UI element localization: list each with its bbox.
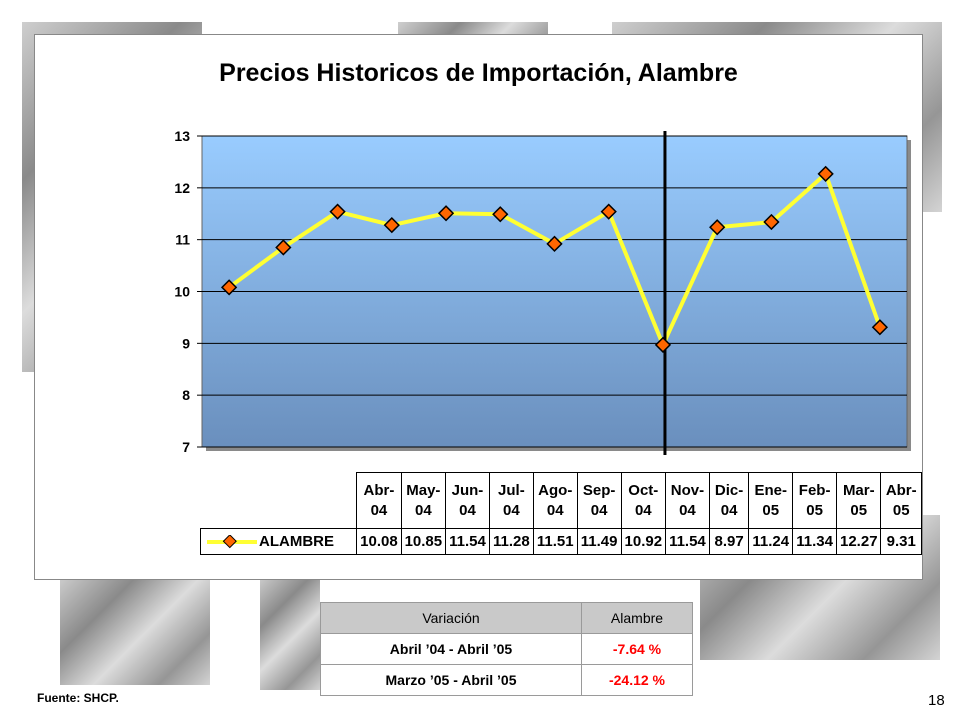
data-value-label: 11.51 <box>532 528 578 555</box>
background-texture <box>260 575 320 690</box>
data-value-label: 11.54 <box>664 528 710 555</box>
data-point-marker <box>654 336 672 354</box>
data-value-label: 11.49 <box>576 528 622 555</box>
y-tick-label: 13 <box>174 128 190 144</box>
chart-title: Precios Historicos de Importación, Alamb… <box>219 59 738 87</box>
variation-header-row: Variación Alambre <box>320 602 693 634</box>
legend-swatch <box>207 534 257 548</box>
data-value-label: 11.34 <box>792 528 838 555</box>
x-category-label: Jul- 04 <box>488 472 534 529</box>
x-category-label: May- 04 <box>400 472 447 529</box>
x-category-label: Sep- 04 <box>576 472 622 529</box>
y-tick-label: 8 <box>182 387 190 403</box>
variation-value: -7.64 % <box>581 633 693 665</box>
x-category-label: Oct- 04 <box>620 472 666 529</box>
x-category-label: Abr- 04 <box>356 472 402 529</box>
data-point-marker <box>763 213 780 231</box>
data-point-marker <box>275 239 292 256</box>
legend-cell: ALAMBRE <box>199 528 358 555</box>
x-category-label: Mar- 05 <box>836 472 882 529</box>
data-value-label: 9.31 <box>880 528 922 555</box>
data-value-label: 11.54 <box>445 528 490 555</box>
background-texture <box>60 575 210 685</box>
data-point-marker <box>546 235 563 252</box>
variation-value: -24.12 % <box>581 664 693 696</box>
page-number: 18 <box>928 692 945 709</box>
y-tick-label: 7 <box>182 439 190 455</box>
variation-row: Abril ’04 - Abril ’05 -7.64 % <box>320 633 693 665</box>
chart-frame: Precios Historicos de Importación, Alamb… <box>34 34 923 580</box>
x-category-label: Dic- 04 <box>708 472 750 529</box>
x-category-label: Abr- 05 <box>880 472 922 529</box>
data-value-label: 11.28 <box>488 528 534 555</box>
data-point-marker <box>383 217 400 234</box>
data-value-label: 10.08 <box>356 528 402 555</box>
variation-period: Marzo ’05 - Abril ’05 <box>320 664 582 696</box>
data-value-label: 11.24 <box>748 528 794 555</box>
source-note: Fuente: SHCP. <box>37 691 119 705</box>
x-category-label: Ago- 04 <box>532 472 578 529</box>
x-category-label: Nov- 04 <box>664 472 710 529</box>
x-category-label: Jun- 04 <box>445 472 490 529</box>
y-tick-label: 12 <box>174 180 190 196</box>
data-point-marker <box>871 319 889 336</box>
y-tick-label: 11 <box>175 232 190 248</box>
chart-plot: 13 12 11 10 9 8 7 <box>174 128 911 455</box>
variation-period: Abril ’04 - Abril ’05 <box>320 633 582 665</box>
data-table: Abr- 04 May- 04 Jun- 04 Jul- 04 Ago- 04 Sep- … <box>199 472 922 555</box>
data-point-marker <box>220 279 238 296</box>
x-category-label: Feb- 05 <box>792 472 838 529</box>
data-value-label: 12.27 <box>836 528 882 555</box>
variation-table: Variación Alambre Abril ’04 - Abril ’05 … <box>320 602 693 696</box>
variation-header-value: Alambre <box>581 602 693 634</box>
y-tick-label: 9 <box>182 335 190 351</box>
data-value-label: 10.85 <box>400 528 447 555</box>
data-point-marker <box>817 165 834 182</box>
data-point-marker <box>329 203 346 220</box>
data-point-marker <box>709 219 726 236</box>
legend-label: ALAMBRE <box>259 533 334 550</box>
x-category-label: Ene- 05 <box>748 472 794 529</box>
data-point-marker <box>492 206 509 223</box>
variation-row: Marzo ’05 - Abril ’05 -24.12 % <box>320 664 693 696</box>
y-tick-label: 10 <box>174 284 190 300</box>
data-point-marker <box>600 203 617 220</box>
data-value-label: 8.97 <box>708 528 750 555</box>
variation-header-period: Variación <box>320 602 582 634</box>
data-table-corner <box>201 473 357 529</box>
legend: ALAMBRE <box>201 533 356 550</box>
data-point-marker <box>437 205 455 222</box>
data-value-label: 10.92 <box>620 528 666 555</box>
